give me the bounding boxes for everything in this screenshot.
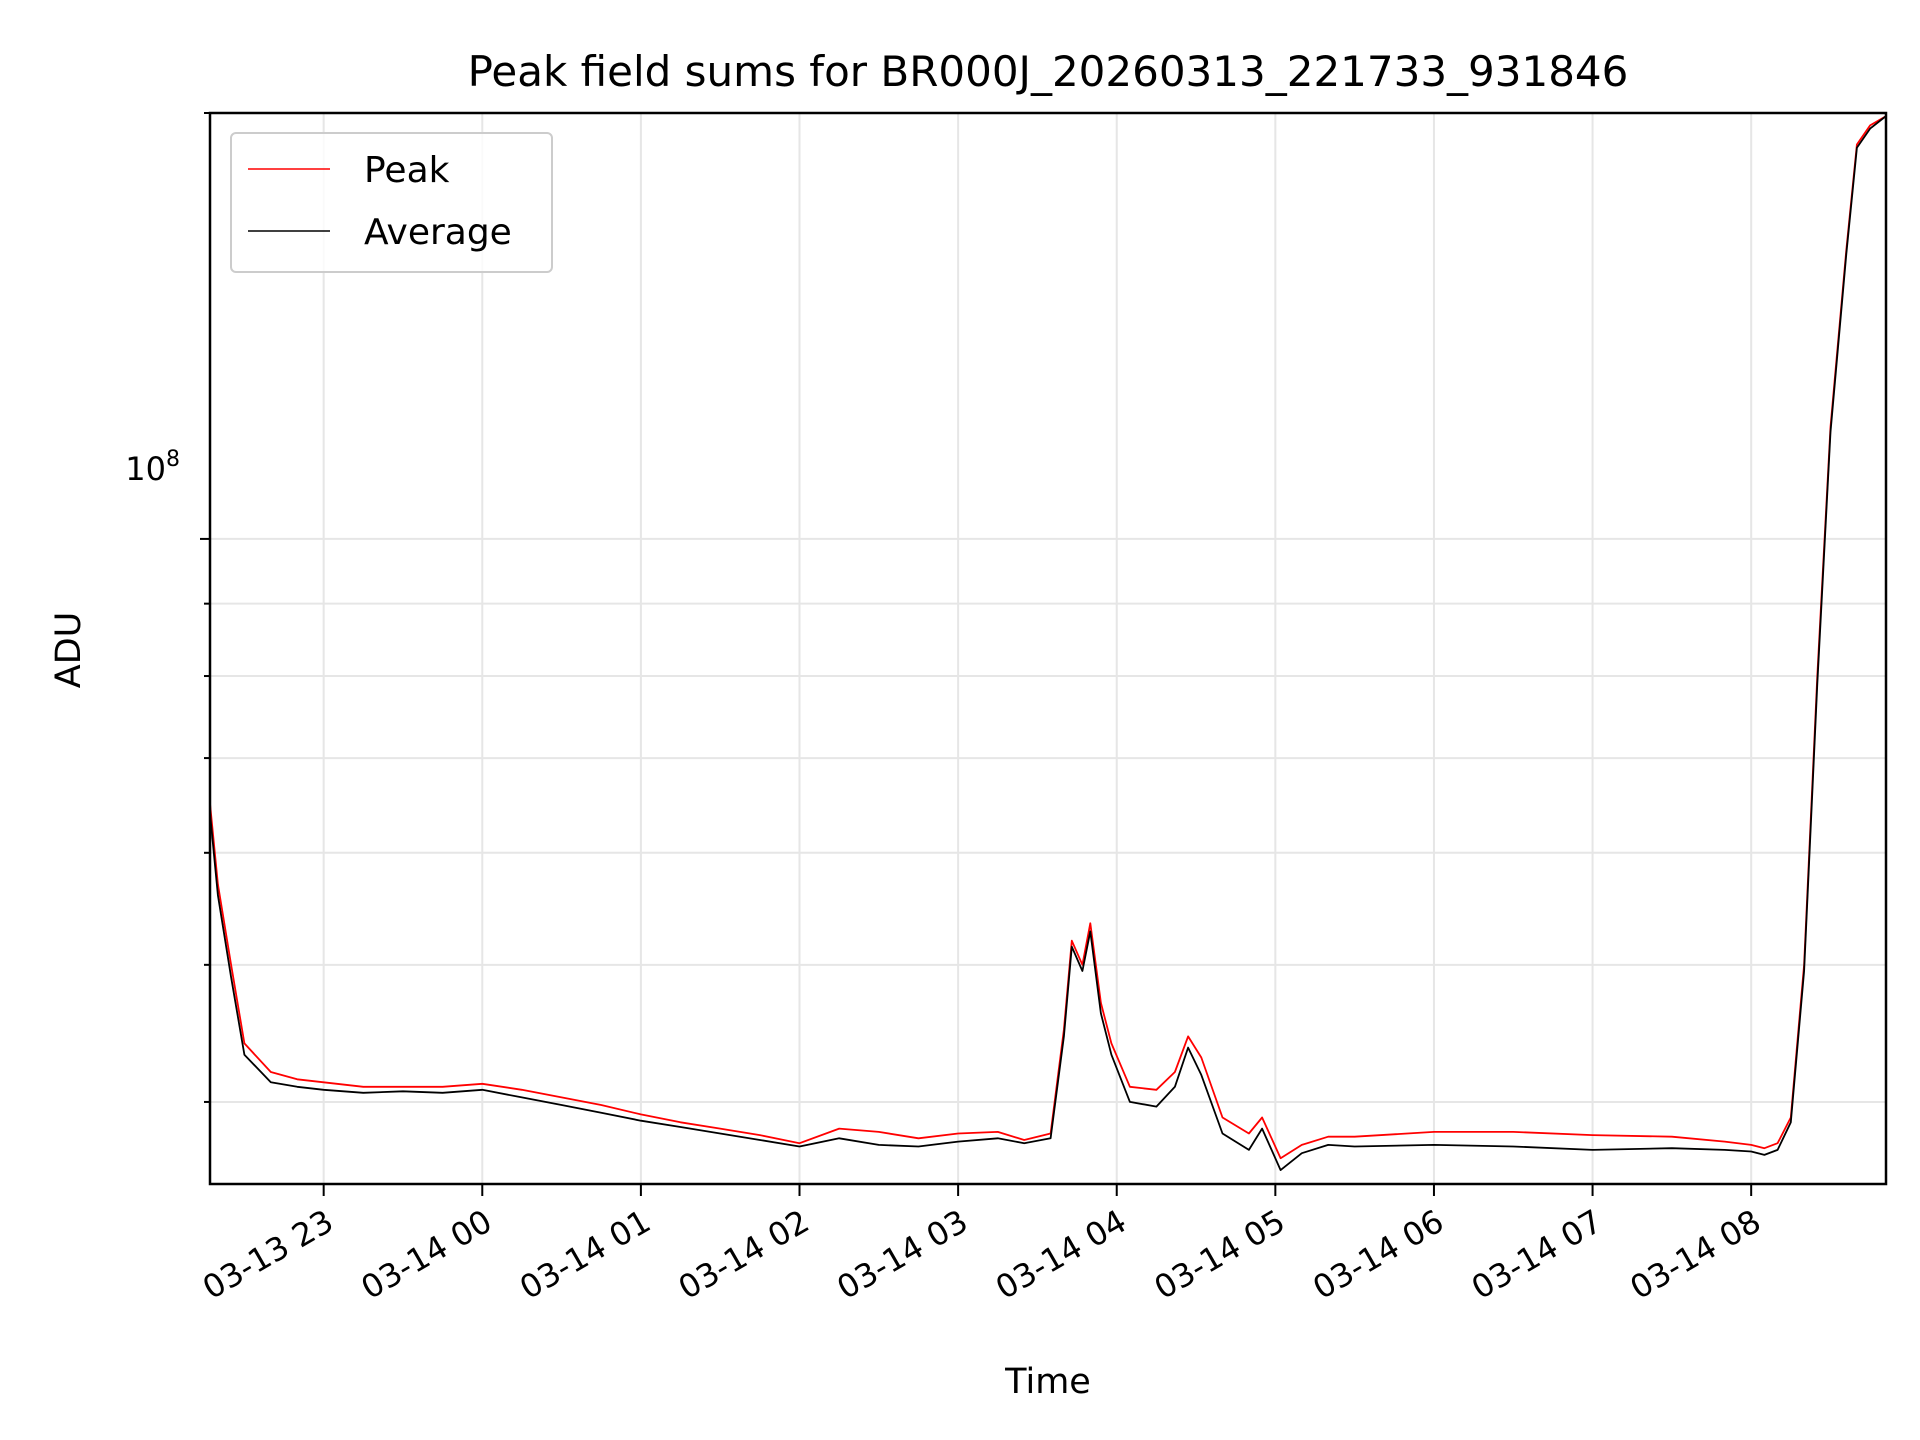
- legend-box: [230, 132, 553, 273]
- x-tick-label: 03-14 00: [355, 1202, 499, 1307]
- plot-frame: [208, 111, 1888, 1186]
- x-axis-label: Time: [1004, 1362, 1091, 1402]
- x-tick-label: 03-14 06: [1306, 1202, 1450, 1307]
- legend: Peak Average: [230, 132, 553, 273]
- legend-label-peak: Peak: [364, 150, 450, 191]
- x-tick-label: 03-14 04: [989, 1202, 1133, 1307]
- y-tick-label: 108: [125, 447, 180, 488]
- x-tick-label: 03-14 02: [672, 1202, 816, 1307]
- x-tick-label: 03-14 05: [1148, 1202, 1292, 1307]
- x-tick-label: 03-14 07: [1465, 1202, 1609, 1307]
- series-line-peak: [210, 115, 1886, 1160]
- y-axis-label: ADU: [49, 612, 89, 689]
- x-tick-label: 03-14 03: [831, 1202, 975, 1307]
- x-tick-label: 03-14 01: [513, 1202, 657, 1307]
- x-tick-label: 03-14 08: [1624, 1202, 1768, 1307]
- x-tick-label: 03-13 23: [196, 1202, 340, 1307]
- series-layer: [210, 115, 1886, 1171]
- series-line-average: [210, 115, 1886, 1171]
- ticks: 03-13 23 03-14 00 03-14 01 03-14 02 03-14 03…: [196, 112, 1768, 1307]
- legend-label-average: Average: [364, 212, 512, 253]
- grid: [210, 112, 1886, 1184]
- chart-title: Peak field sums for BR000J_20260313_2217…: [468, 47, 1629, 96]
